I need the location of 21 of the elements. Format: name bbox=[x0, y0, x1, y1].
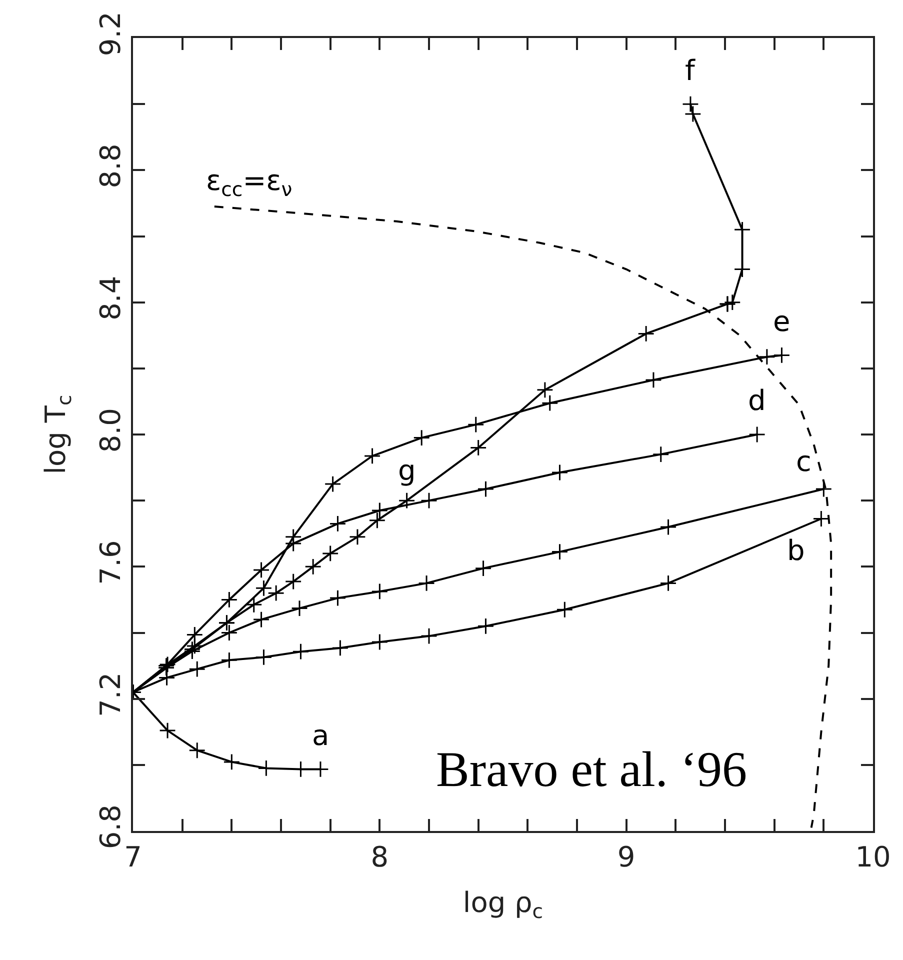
x-tick-label: 8 bbox=[370, 840, 389, 874]
series-label: b bbox=[787, 534, 805, 567]
y-tick-label: 9.2 bbox=[94, 12, 127, 56]
series-label: e bbox=[773, 305, 790, 338]
y-tick-label: 8.4 bbox=[94, 276, 127, 320]
y-tick-label: 8.0 bbox=[94, 408, 127, 453]
annotation: Bravo et al. ‘96 bbox=[436, 741, 748, 797]
series-label: ε$_{cc}$=ε$_{ν}$ bbox=[206, 164, 292, 201]
y-tick-label: 8.8 bbox=[94, 144, 127, 188]
y-tick-label: 6.8 bbox=[94, 804, 127, 850]
y-tick-label: 7.2 bbox=[94, 672, 127, 717]
x-tick-label: 7 bbox=[124, 840, 142, 874]
series-label: a bbox=[312, 719, 330, 752]
series-label: g bbox=[398, 454, 416, 487]
series-label: d bbox=[748, 384, 766, 417]
series-label: f bbox=[685, 54, 696, 87]
x-axis-title: log ρ$_{c}$ bbox=[462, 886, 544, 924]
x-tick-label: 10 bbox=[855, 840, 891, 874]
series-label: c bbox=[796, 445, 812, 478]
x-tick-label: 9 bbox=[617, 840, 636, 874]
y-tick-label: 7.6 bbox=[94, 540, 127, 585]
